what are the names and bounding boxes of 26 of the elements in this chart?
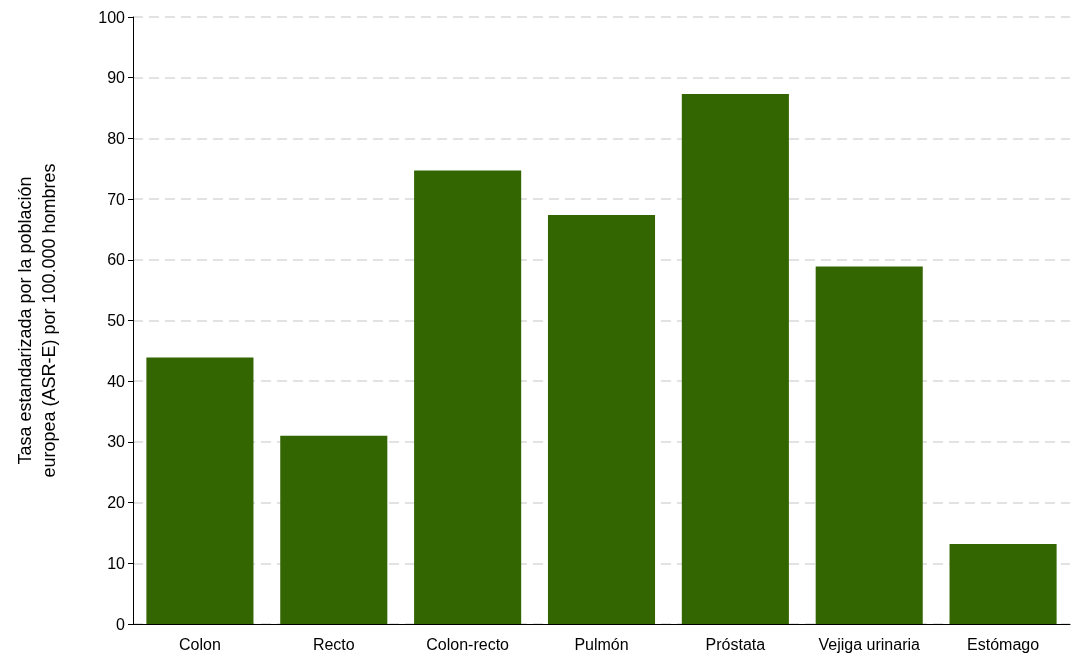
x-tick-label: Estómago bbox=[967, 635, 1040, 653]
y-tick-label: 30 bbox=[107, 433, 126, 451]
x-tick-label: Próstata bbox=[705, 635, 766, 653]
bar bbox=[949, 543, 1057, 624]
y-tick-label: 90 bbox=[107, 69, 126, 87]
x-tick-label: Recto bbox=[312, 635, 355, 653]
bar bbox=[414, 170, 522, 624]
bar bbox=[547, 214, 656, 624]
x-tick-label: Vejiga urinaria bbox=[818, 635, 921, 653]
bar bbox=[146, 357, 254, 624]
x-tick-label: Colon bbox=[179, 635, 221, 653]
y-tick-label: 60 bbox=[107, 251, 126, 269]
y-tick-label: 0 bbox=[116, 615, 126, 633]
y-tick-label: 50 bbox=[107, 312, 126, 329]
y-tick-label: 40 bbox=[107, 372, 126, 390]
y-axis-title: Tasa estandarizada por la población europea (ASR-E) por 100.000 hombres bbox=[15, 163, 59, 478]
y-tick-label: 10 bbox=[107, 554, 126, 572]
bar bbox=[815, 266, 923, 624]
y-tick-label: 70 bbox=[107, 190, 126, 208]
y-tick-label: 80 bbox=[107, 129, 126, 147]
x-tick-label: Pulmón bbox=[574, 635, 629, 653]
bar bbox=[280, 435, 388, 624]
y-tick-label: 100 bbox=[98, 8, 126, 26]
bar bbox=[681, 94, 789, 624]
x-tick-label: Colon-recto bbox=[426, 635, 510, 653]
y-tick-label: 20 bbox=[107, 494, 126, 512]
